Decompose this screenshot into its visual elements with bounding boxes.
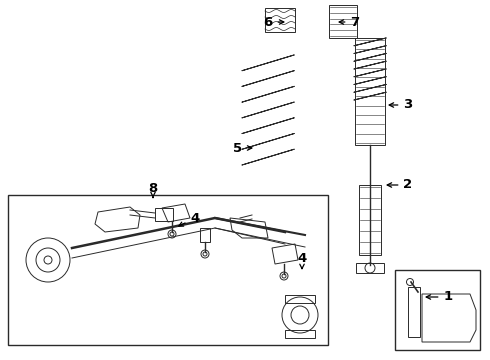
Bar xyxy=(359,185,381,255)
Bar xyxy=(329,5,357,38)
Text: 2: 2 xyxy=(387,179,413,192)
Text: 5: 5 xyxy=(233,141,252,154)
Text: 1: 1 xyxy=(426,291,453,303)
Bar xyxy=(285,330,315,338)
Text: 8: 8 xyxy=(148,181,158,197)
Text: 3: 3 xyxy=(389,99,413,112)
Bar xyxy=(265,8,295,32)
Bar xyxy=(355,38,385,145)
Text: 6: 6 xyxy=(264,15,284,28)
Bar xyxy=(395,270,480,350)
Bar xyxy=(356,263,384,273)
Text: 4: 4 xyxy=(297,252,307,269)
Bar xyxy=(155,208,173,221)
Text: 7: 7 xyxy=(339,15,360,28)
Text: 4: 4 xyxy=(179,211,199,226)
Bar xyxy=(8,195,328,345)
Bar xyxy=(285,295,315,303)
Bar xyxy=(200,228,210,242)
Bar xyxy=(408,287,420,337)
